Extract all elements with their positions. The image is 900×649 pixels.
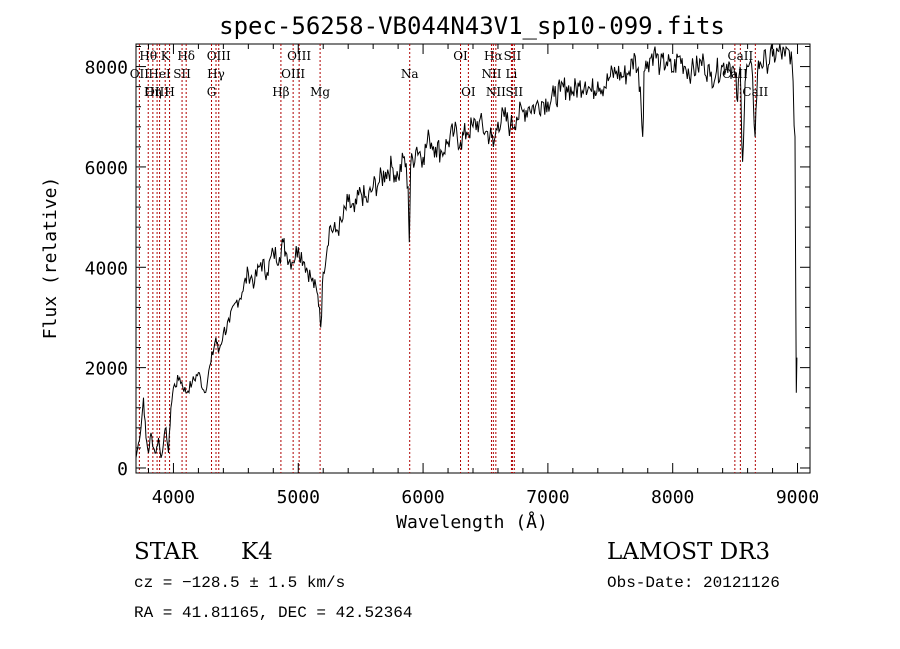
spectral-line-label: CaII [742,85,768,99]
y-tick-label: 8000 [85,58,128,79]
y-tick-label: 4000 [85,258,128,279]
spectral-line-label: SII [505,85,523,99]
spectral-line-label: OI [453,49,468,63]
x-tick-label: 8000 [651,487,694,508]
spectral-line-markers: Hθ OII OIII K HeI Hη SII H Hδ OIII Hγ G OIII OIII Hβ Mg… [130,44,768,473]
spectrum-series-line [135,44,798,459]
spectral-line-label: OI [461,85,476,99]
spectral-line-label: Hα [484,49,503,63]
spectral-line-label: SII [173,67,191,81]
x-axis-label: Wavelength (Å) [396,511,548,533]
spectral-line-label: Hη [144,85,162,99]
x-tick-label: 9000 [776,487,819,508]
spectral-line-label: OII [130,67,150,81]
spectral-line-label: SII [504,49,522,63]
plot-frame [135,43,811,474]
axes: 4000 5000 6000 7000 8000 9000 0 2000 4000 6000 800… [85,44,819,508]
chart-title: spec-56258-VB044N43V1_sp10-099.fits [219,12,725,40]
spectral-line-label: K [161,49,171,63]
y-tick-label: 6000 [85,158,128,179]
spectral-line-label: Na [401,67,419,81]
spectral-line-label: OIII [281,67,305,81]
spectral-line-label: CaII [727,49,753,63]
x-tick-label: 7000 [526,487,569,508]
spectral-line-label: Hδ [177,49,195,63]
y-tick-label: 0 [117,459,128,480]
spectral-line-label: H [164,85,174,99]
spectral-line-label: Hβ [272,85,289,99]
spectral-line-label: Hγ [207,67,225,81]
spectral-line-label: NII [481,67,501,81]
spectral-line-label: G [207,85,217,99]
observation-date: Obs-Date: 20121126 [607,574,780,592]
spectral-line-label: OIII [207,49,231,63]
x-tick-label: 4000 [152,487,195,508]
spectral-line-label: HeI [148,67,171,81]
object-class: STAR [134,539,198,565]
object-subclass: K4 [241,539,273,565]
spectral-line-label: Mg [310,85,330,99]
coordinates: RA = 41.81165, DEC = 42.52364 [134,604,413,622]
spectral-line-label: NII [486,85,506,99]
y-axis-label: Flux (relative) [40,177,61,340]
spectral-line-label: OIII [145,85,169,99]
x-tick-label: 5000 [277,487,320,508]
survey-name: LAMOST DR3 [607,539,771,565]
x-tick-label: 6000 [401,487,444,508]
spectral-line-label: Hθ [139,49,157,63]
spectral-line-label: OIII [287,49,311,63]
spectral-line-label: Li [506,67,518,81]
y-tick-label: 2000 [85,359,128,380]
redshift-value: cz = −128.5 ± 1.5 km/s [134,574,346,592]
